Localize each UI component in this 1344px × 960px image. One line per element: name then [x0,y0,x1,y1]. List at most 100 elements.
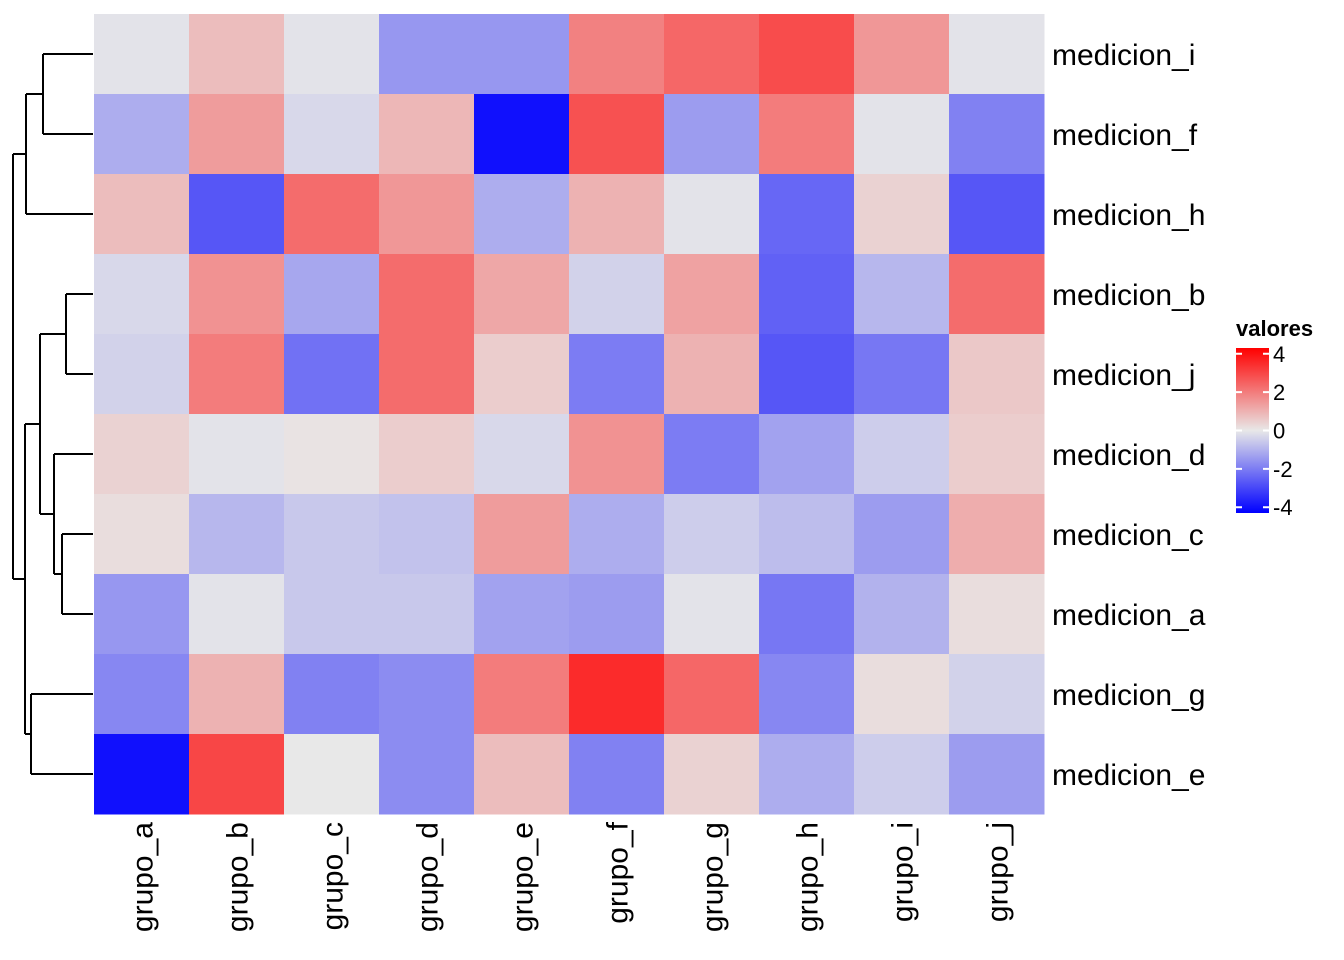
heatmap-cell-medicion_g-grupo_f [569,654,665,735]
heatmap-cell-medicion_d-grupo_h [759,414,855,495]
heatmap-cell-medicion_c-grupo_i [854,494,950,575]
legend-ticks: 4 2 0 -2 -4 [1236,342,1293,520]
heatmap-cell-medicion_f-grupo_a [94,94,190,175]
legend-tick-label: 4 [1273,342,1285,367]
heatmap-cell-medicion_j-grupo_h [759,334,855,415]
legend-tick-label: 2 [1273,380,1285,405]
row-label: medicion_i [1052,39,1195,72]
heatmap-cell-medicion_e-grupo_b [189,734,285,815]
heatmap-cell-medicion_a-grupo_d [379,574,475,655]
heatmap-cell-medicion_f-grupo_f [569,94,665,175]
row-label: medicion_b [1052,279,1205,312]
column-label: grupo_i [887,822,920,922]
column-label: grupo_e [507,822,540,932]
heatmap-cell-medicion_d-grupo_j [949,414,1045,495]
heatmap-cell-medicion_j-grupo_c [284,334,380,415]
heatmap-cell-medicion_i-grupo_d [379,14,475,95]
column-label: grupo_d [412,822,445,932]
row-labels: medicion_i medicion_f medicion_h medicion_b… [1052,39,1206,792]
heatmap-cell-medicion_a-grupo_c [284,574,380,655]
heatmap-cell-medicion_f-grupo_b [189,94,285,175]
row-label: medicion_e [1052,759,1205,792]
heatmap-cell-medicion_a-grupo_f [569,574,665,655]
heatmap-cell-medicion_h-grupo_c [284,174,380,255]
heatmap-cell-medicion_d-grupo_i [854,414,950,495]
heatmap-cell-medicion_h-grupo_h [759,174,855,255]
heatmap-cell-medicion_g-grupo_j [949,654,1045,735]
heatmap-cell-medicion_i-grupo_a [94,14,190,95]
heatmap-cell-medicion_e-grupo_g [664,734,760,815]
heatmap-cell-medicion_b-grupo_d [379,254,475,335]
heatmap-cell-medicion_i-grupo_b [189,14,285,95]
heatmap-cell-medicion_e-grupo_c [284,734,380,815]
heatmap-cell-medicion_g-grupo_d [379,654,475,735]
heatmap-cell-medicion_j-grupo_f [569,334,665,415]
heatmap-cell-medicion_i-grupo_j [949,14,1045,95]
column-label: grupo_j [982,822,1015,922]
heatmap-cell-medicion_g-grupo_g [664,654,760,735]
heatmap-cell-medicion_j-grupo_a [94,334,190,415]
heatmap-cell-medicion_i-grupo_c [284,14,380,95]
row-label: medicion_f [1052,119,1198,152]
heatmap-cell-medicion_e-grupo_a [94,734,190,815]
column-label: grupo_b [222,822,255,932]
heatmap-cell-medicion_b-grupo_i [854,254,950,335]
heatmap-cell-medicion_a-grupo_i [854,574,950,655]
heatmap-cell-medicion_i-grupo_f [569,14,665,95]
heatmap-cell-medicion_i-grupo_i [854,14,950,95]
heatmap-cell-medicion_g-grupo_e [474,654,570,735]
heatmap-cell-medicion_c-grupo_h [759,494,855,575]
heatmap-cell-medicion_d-grupo_c [284,414,380,495]
heatmap-cell-medicion_j-grupo_b [189,334,285,415]
heatmap-cell-medicion_b-grupo_a [94,254,190,335]
heatmap-cell-medicion_b-grupo_j [949,254,1045,335]
heatmap-cell-medicion_h-grupo_j [949,174,1045,255]
heatmap-cell-medicion_j-grupo_i [854,334,950,415]
heatmap-cell-medicion_h-grupo_a [94,174,190,255]
heatmap-cell-medicion_d-grupo_f [569,414,665,495]
legend-title: valores [1236,316,1313,341]
row-label: medicion_a [1052,599,1206,632]
heatmap-cell-medicion_d-grupo_g [664,414,760,495]
column-label: grupo_c [317,822,350,930]
row-dendrogram [12,53,93,775]
heatmap-cell-medicion_h-grupo_e [474,174,570,255]
heatmap-cell-medicion_i-grupo_h [759,14,855,95]
heatmap-cell-medicion_b-grupo_f [569,254,665,335]
heatmap-cell-medicion_d-grupo_e [474,414,570,495]
heatmap-cell-medicion_i-grupo_g [664,14,760,95]
heatmap-cell-medicion_c-grupo_j [949,494,1045,575]
heatmap-cell-medicion_e-grupo_h [759,734,855,815]
heatmap-cell-medicion_i-grupo_e [474,14,570,95]
legend-tick-label: 0 [1273,419,1285,444]
heatmap-cell-medicion_f-grupo_c [284,94,380,175]
column-label: grupo_g [697,822,730,932]
row-label: medicion_j [1052,359,1195,392]
column-labels: grupo_a grupo_b grupo_c grupo_d grupo_e grupo… [127,821,1015,932]
heatmap-cell-medicion_f-grupo_i [854,94,950,175]
heatmap-cell-medicion_b-grupo_h [759,254,855,335]
heatmap-cell-medicion_d-grupo_a [94,414,190,495]
heatmap-cell-medicion_c-grupo_f [569,494,665,575]
heatmap-cell-medicion_h-grupo_i [854,174,950,255]
heatmap-cell-medicion_h-grupo_b [189,174,285,255]
heatmap-cell-medicion_a-grupo_e [474,574,570,655]
heatmap-cell-medicion_j-grupo_j [949,334,1045,415]
column-label: grupo_f [602,821,635,923]
heatmap-cell-medicion_c-grupo_b [189,494,285,575]
heatmap-cell-medicion_b-grupo_e [474,254,570,335]
heatmap-cell-medicion_a-grupo_h [759,574,855,655]
heatmap-cell-medicion_e-grupo_f [569,734,665,815]
heatmap-cells [94,14,1045,815]
row-label: medicion_c [1052,519,1204,552]
heatmap-cell-medicion_c-grupo_e [474,494,570,575]
heatmap-cell-medicion_g-grupo_b [189,654,285,735]
column-label: grupo_a [127,822,160,932]
heatmap-cell-medicion_f-grupo_e [474,94,570,175]
heatmap-cell-medicion_b-grupo_g [664,254,760,335]
heatmap-cell-medicion_c-grupo_d [379,494,475,575]
row-label: medicion_d [1052,439,1205,472]
heatmap-cell-medicion_a-grupo_a [94,574,190,655]
heatmap-cell-medicion_h-grupo_d [379,174,475,255]
